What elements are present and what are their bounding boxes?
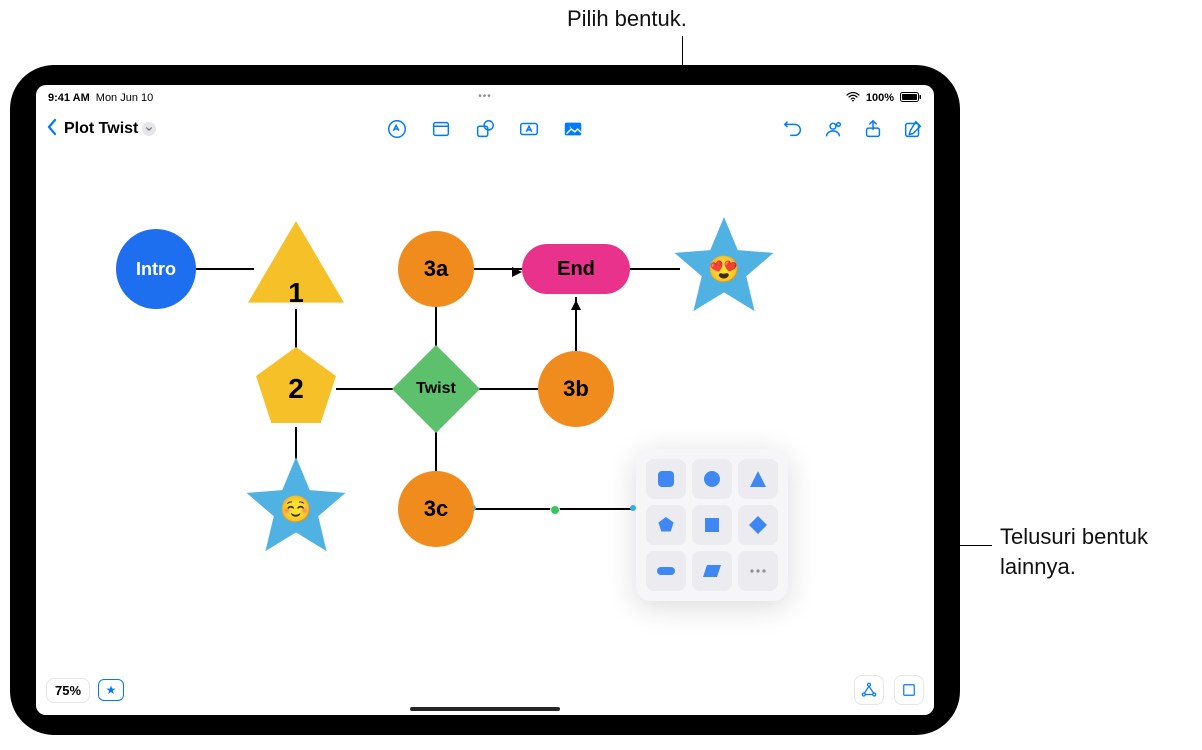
multitask-dots[interactable]: ••• xyxy=(478,91,492,102)
freeform-canvas[interactable]: Intro 1 3a End 😍 2 Twist 3b ☺️ 3c xyxy=(36,149,934,715)
shape-option-square[interactable] xyxy=(692,505,732,545)
arrowhead xyxy=(571,297,581,315)
share-icon[interactable] xyxy=(862,118,884,140)
status-bar: 9:41 AM Mon Jun 10 ••• 100% xyxy=(36,85,934,107)
home-indicator xyxy=(410,707,560,711)
arrowhead xyxy=(512,264,522,282)
toolbar-center xyxy=(386,118,584,140)
undo-icon[interactable] xyxy=(782,118,804,140)
ipad-screen: 9:41 AM Mon Jun 10 ••• 100% Plot Twist xyxy=(36,85,934,715)
shape-option-pentagon[interactable] xyxy=(646,505,686,545)
shape-option-diamond[interactable] xyxy=(738,505,778,545)
node-star1[interactable]: 😍 xyxy=(672,217,776,321)
shape-option-rounded-square[interactable] xyxy=(646,459,686,499)
shape-option-triangle[interactable] xyxy=(738,459,778,499)
node-n2[interactable]: 2 xyxy=(254,347,338,431)
zoom-value: 75% xyxy=(55,683,81,698)
sticky-note-icon[interactable] xyxy=(430,118,452,140)
document-title[interactable]: Plot Twist xyxy=(64,120,138,138)
node-n3c[interactable]: 3c xyxy=(398,471,474,547)
favorites-button[interactable]: ★ xyxy=(98,679,124,701)
shape-option-pill[interactable] xyxy=(646,551,686,591)
edge xyxy=(478,388,538,390)
wifi-icon xyxy=(846,92,860,105)
node-end[interactable]: End xyxy=(522,244,630,294)
compose-icon[interactable] xyxy=(902,118,924,140)
graph-mode-icon[interactable] xyxy=(854,675,884,705)
shapes-icon[interactable] xyxy=(474,118,496,140)
node-twist[interactable]: Twist xyxy=(392,345,480,433)
status-date: Mon Jun 10 xyxy=(96,92,153,104)
back-button[interactable] xyxy=(46,116,58,142)
markup-icon[interactable] xyxy=(386,118,408,140)
title-menu-chevron[interactable] xyxy=(142,122,156,136)
edge xyxy=(336,388,394,390)
callout-top: Pilih bentuk. xyxy=(567,6,687,32)
edge xyxy=(435,307,437,349)
media-icon[interactable] xyxy=(562,118,584,140)
node-n3a[interactable]: 3a xyxy=(398,231,474,307)
node-star2[interactable]: ☺️ xyxy=(244,457,348,561)
node-intro[interactable]: Intro xyxy=(116,229,196,309)
edge xyxy=(435,431,437,471)
zoom-control[interactable]: 75% xyxy=(46,678,90,703)
shape-option-more[interactable] xyxy=(738,551,778,591)
battery-percent: 100% xyxy=(866,92,894,104)
shape-picker xyxy=(636,449,788,601)
crop-mode-icon[interactable] xyxy=(894,675,924,705)
selection-handle[interactable] xyxy=(550,505,560,515)
toolbar-right xyxy=(782,118,924,140)
collaborate-icon[interactable] xyxy=(822,118,844,140)
shape-option-parallelogram[interactable] xyxy=(692,551,732,591)
node-n3b[interactable]: 3b xyxy=(538,351,614,427)
textbox-icon[interactable] xyxy=(518,118,540,140)
edge xyxy=(196,268,254,270)
node-n1[interactable]: 1 xyxy=(248,221,344,317)
shape-option-circle[interactable] xyxy=(692,459,732,499)
ipad-frame: 9:41 AM Mon Jun 10 ••• 100% Plot Twist xyxy=(10,65,960,735)
callout-side: Telusuri bentuk lainnya. xyxy=(1000,522,1190,581)
battery-icon xyxy=(900,92,922,105)
toolbar: Plot Twist xyxy=(36,107,934,153)
status-time: 9:41 AM xyxy=(48,92,90,104)
